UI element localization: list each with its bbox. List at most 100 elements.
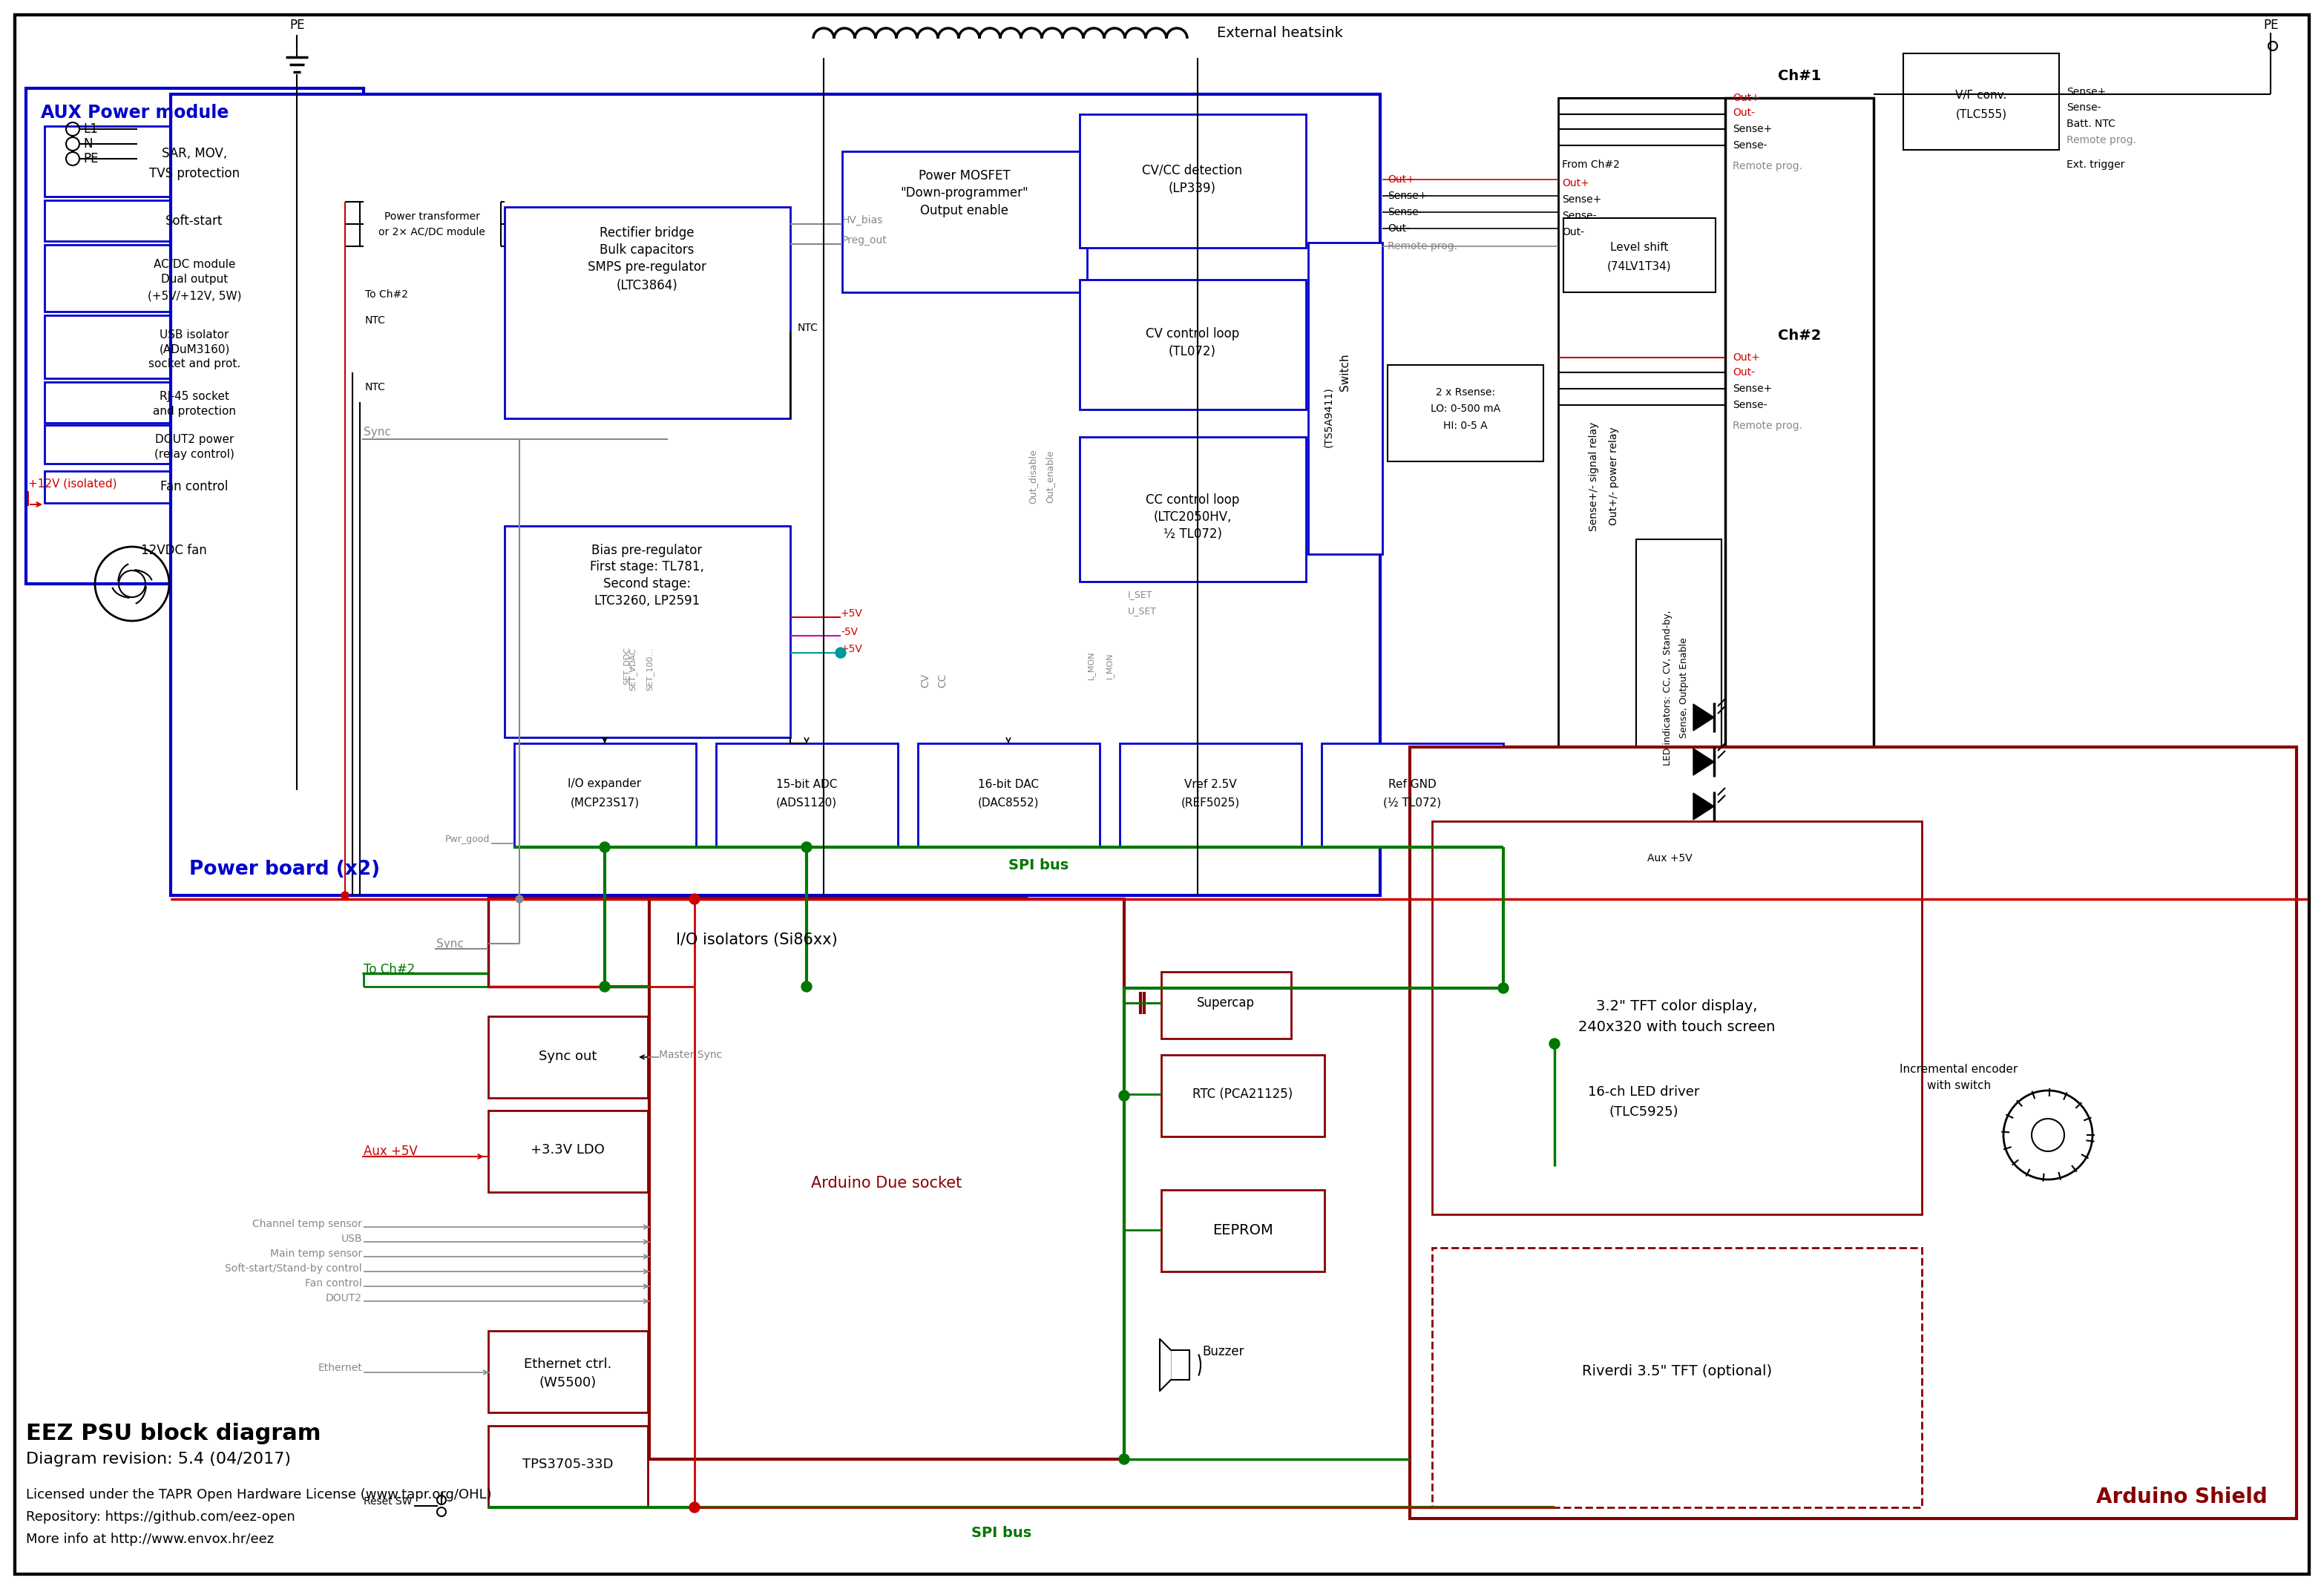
Text: Ext. trigger: Ext. trigger: [2066, 159, 2124, 170]
Text: Preg_out: Preg_out: [841, 235, 888, 246]
Bar: [44, 315, 344, 378]
Circle shape: [1118, 1090, 1129, 1101]
Text: Diagram revision: 5.4 (04/2017): Diagram revision: 5.4 (04/2017): [26, 1452, 290, 1467]
Text: (ADuM3160): (ADuM3160): [158, 343, 230, 354]
Bar: [1081, 114, 1306, 248]
Text: DOUT2: DOUT2: [325, 1293, 363, 1303]
Text: Master Sync: Master Sync: [660, 1050, 723, 1060]
Text: "Down-programmer": "Down-programmer": [899, 186, 1030, 200]
Text: Batt. NTC: Batt. NTC: [2066, 119, 2115, 129]
Text: 12VDC fan: 12VDC fan: [142, 543, 207, 558]
Bar: [1903, 54, 2059, 149]
Text: socket and prot.: socket and prot.: [149, 358, 239, 369]
Bar: [44, 470, 344, 504]
Text: (relay control): (relay control): [153, 448, 235, 459]
Text: HV_bias: HV_bias: [841, 215, 883, 226]
Text: To Ch#2: To Ch#2: [365, 289, 409, 300]
Text: Repository: https://github.com/eez-open: Repository: https://github.com/eez-open: [26, 1511, 295, 1524]
Text: Out+: Out+: [1387, 175, 1415, 184]
Text: I/O expander: I/O expander: [567, 779, 641, 790]
Text: -5V: -5V: [841, 626, 858, 637]
Polygon shape: [1160, 1340, 1171, 1390]
Text: TVS protection: TVS protection: [149, 167, 239, 180]
Bar: [442, 213, 449, 254]
Bar: [488, 1111, 648, 1192]
Text: V/F conv.: V/F conv.: [1954, 91, 2008, 102]
Bar: [44, 245, 344, 311]
Circle shape: [342, 891, 349, 899]
Bar: [1171, 1351, 1190, 1379]
Text: DOUT2 power: DOUT2 power: [156, 434, 235, 445]
Bar: [1308, 243, 1383, 555]
Text: (74LV1T34): (74LV1T34): [1606, 261, 1671, 272]
Bar: [1387, 365, 1543, 461]
Text: CV control loop: CV control loop: [1146, 327, 1239, 340]
Text: (LTC3864): (LTC3864): [616, 280, 679, 292]
Text: or 2× AC/DC module: or 2× AC/DC module: [379, 226, 486, 237]
Text: (W5500): (W5500): [539, 1376, 597, 1389]
Text: Arduino Shield: Arduino Shield: [2096, 1487, 2268, 1508]
Circle shape: [690, 895, 700, 904]
Text: USB: USB: [342, 1233, 363, 1244]
Text: Sense+: Sense+: [2066, 87, 2106, 97]
Text: NTC: NTC: [365, 381, 386, 392]
Text: SAR, MOV,: SAR, MOV,: [163, 146, 228, 160]
Text: Sense+: Sense+: [1562, 194, 1601, 205]
Text: Buzzer: Buzzer: [1202, 1344, 1243, 1359]
Text: Remote prog.: Remote prog.: [1734, 160, 1803, 172]
Polygon shape: [1694, 748, 1715, 775]
Text: Ethernet ctrl.: Ethernet ctrl.: [523, 1357, 611, 1371]
Text: L_MON: L_MON: [1088, 651, 1095, 680]
Text: Bias pre-regulator: Bias pre-regulator: [593, 543, 702, 558]
Text: PE: PE: [84, 153, 98, 165]
Text: 3.2" TFT color display,: 3.2" TFT color display,: [1597, 999, 1757, 1014]
Text: RJ-45 socket: RJ-45 socket: [160, 391, 230, 402]
Text: Sync out: Sync out: [539, 1050, 597, 1063]
Bar: [1081, 437, 1306, 582]
Text: Sense+: Sense+: [1734, 124, 1773, 135]
Bar: [1724, 99, 1873, 877]
Text: External heatsink: External heatsink: [1218, 25, 1343, 40]
Text: N: N: [84, 137, 93, 151]
Circle shape: [600, 842, 609, 852]
Text: Out_disable: Out_disable: [1027, 450, 1039, 504]
Text: L1: L1: [84, 122, 98, 135]
Bar: [1432, 822, 1922, 1214]
Text: First stage: TL781,: First stage: TL781,: [590, 559, 704, 574]
Text: +5V: +5V: [841, 609, 862, 618]
Text: Level shift: Level shift: [1611, 242, 1669, 253]
Text: LTC3260, LP2591: LTC3260, LP2591: [595, 594, 700, 607]
Bar: [488, 898, 1027, 987]
Text: Fan control: Fan control: [304, 1278, 363, 1289]
Text: I_MON: I_MON: [1106, 651, 1113, 679]
Text: AC/DC module: AC/DC module: [153, 259, 235, 270]
Text: I_SET: I_SET: [1127, 590, 1153, 599]
Text: To Ch#2: To Ch#2: [363, 963, 416, 976]
Text: Channel temp sensor: Channel temp sensor: [253, 1219, 363, 1230]
Text: Ref GND: Ref GND: [1387, 779, 1436, 790]
Bar: [1557, 1044, 1729, 1166]
Text: Out-: Out-: [1562, 227, 1585, 237]
Text: Output enable: Output enable: [920, 203, 1009, 218]
Text: Licensed under the TAPR Open Hardware License (www.tapr.org/OHL): Licensed under the TAPR Open Hardware Li…: [26, 1489, 493, 1502]
Text: NTC: NTC: [797, 323, 818, 334]
Text: Aux +5V: Aux +5V: [1648, 853, 1692, 863]
Text: Ch#2: Ch#2: [1778, 329, 1822, 342]
Text: Sense+/- signal relay: Sense+/- signal relay: [1590, 421, 1599, 531]
Text: SET_DDC: SET_DDC: [623, 647, 632, 685]
Text: (+5V/+12V, 5W): (+5V/+12V, 5W): [146, 291, 242, 302]
Bar: [504, 526, 790, 737]
Text: Remote prog.: Remote prog.: [1734, 421, 1803, 431]
Text: Sense+: Sense+: [1387, 191, 1427, 202]
Text: Out+: Out+: [1562, 178, 1590, 189]
Circle shape: [600, 982, 609, 992]
Text: (ADS1120): (ADS1120): [776, 798, 837, 809]
Bar: [1162, 972, 1292, 1039]
Text: PE: PE: [290, 19, 304, 32]
Text: TPS3705-33D: TPS3705-33D: [523, 1457, 614, 1471]
Text: Ethernet: Ethernet: [318, 1363, 363, 1373]
Text: 2 x Rsense:: 2 x Rsense:: [1436, 388, 1494, 397]
Text: Out-: Out-: [1734, 367, 1755, 378]
Text: +3.3V LDO: +3.3V LDO: [530, 1142, 604, 1157]
Text: Sense-: Sense-: [1387, 207, 1422, 218]
